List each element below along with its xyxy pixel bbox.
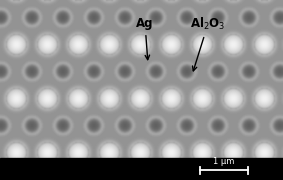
Text: Al$_2$O$_3$: Al$_2$O$_3$ xyxy=(190,16,226,71)
Text: Ag: Ag xyxy=(136,17,154,60)
Bar xyxy=(0,158,283,180)
Text: 1 μm: 1 μm xyxy=(213,157,235,166)
